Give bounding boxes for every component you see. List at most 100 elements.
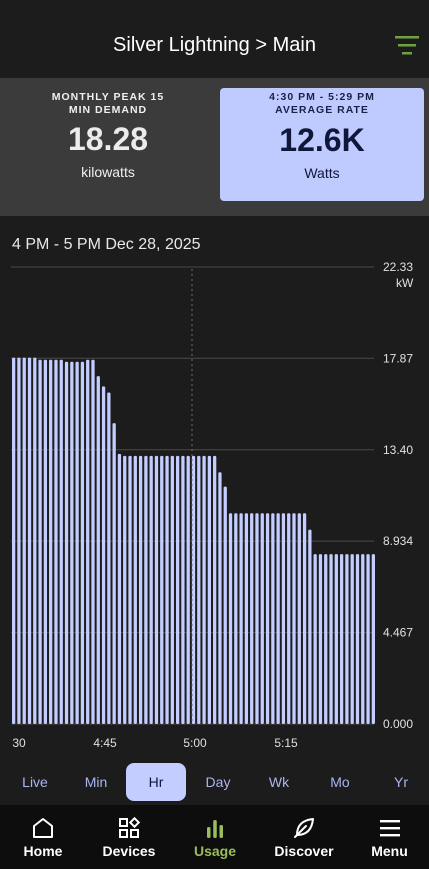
stats-panel: MONTHLY PEAK 15 MIN DEMAND 18.28 kilowat…: [0, 78, 429, 216]
bar: [255, 513, 259, 724]
average-rate-value: 12.6K: [279, 122, 365, 158]
nav-menu-label: Menu: [371, 843, 408, 859]
bar: [350, 554, 354, 724]
bar: [361, 554, 365, 724]
nav-menu[interactable]: Menu: [350, 805, 429, 869]
bar: [38, 359, 42, 724]
nav-usage-label: Usage: [193, 843, 237, 859]
nav-home-label: Home: [23, 843, 63, 859]
devices-icon: [119, 816, 141, 838]
bar: [170, 455, 174, 724]
home-icon: [33, 818, 53, 838]
bar: [281, 513, 286, 724]
bar: [101, 386, 106, 724]
bar: [144, 455, 148, 724]
bar: [287, 513, 291, 724]
usage-chart[interactable]: 22.33 17.87 13.40 8.934 4.467 0.000 kW 30 4:45 5:…: [0, 216, 429, 761]
y-tick-label: 0.000: [383, 717, 413, 731]
bar: [43, 359, 48, 724]
bar: [276, 513, 280, 724]
bar: [96, 376, 100, 724]
bar: [133, 455, 137, 724]
bar: [75, 361, 79, 724]
bar: [128, 455, 132, 724]
bar: [308, 529, 312, 724]
bar: [22, 357, 26, 724]
average-rate-caption: 4:30 PM - 5:29 PM AVERAGE RATE: [269, 91, 375, 116]
bar: [271, 513, 275, 724]
x-tick-label: 5:15: [274, 736, 298, 750]
bar: [197, 455, 201, 724]
nav-discover[interactable]: Discover: [258, 805, 350, 869]
nav-usage[interactable]: Usage: [172, 805, 258, 869]
bar: [17, 357, 21, 724]
nav-devices[interactable]: Devices: [86, 805, 172, 869]
period-selector: Live Min Hr Day Wk Mo Yr: [0, 761, 429, 805]
bar: [59, 359, 63, 724]
bar: [138, 455, 143, 724]
app-header: Silver Lightning > Main: [0, 0, 429, 78]
bar: [27, 357, 32, 724]
bar: [324, 554, 328, 724]
bar: [218, 472, 222, 724]
period-hr[interactable]: Hr: [126, 763, 186, 801]
nav-discover-label: Discover: [274, 843, 334, 859]
y-tick-label: 13.40: [383, 443, 413, 457]
bar: [49, 359, 53, 724]
y-tick-label: 8.934: [383, 534, 413, 548]
bar: [292, 513, 296, 724]
bar: [213, 455, 217, 724]
period-live[interactable]: Live: [22, 774, 48, 790]
bar: [371, 554, 375, 724]
bar: [12, 357, 16, 724]
period-yr[interactable]: Yr: [394, 774, 408, 790]
discover-icon: [294, 818, 314, 838]
bar: [117, 453, 122, 724]
page-title: Silver Lightning > Main: [113, 34, 316, 56]
bar: [160, 455, 164, 724]
x-tick-label: 5:00: [183, 736, 207, 750]
bar: [149, 455, 153, 724]
bar: [107, 392, 111, 724]
bar: [339, 554, 344, 724]
bar: [313, 554, 317, 724]
bar: [112, 423, 116, 724]
bar: [33, 357, 37, 724]
bar: [175, 455, 180, 724]
bar: [91, 359, 95, 724]
bar: [366, 554, 370, 724]
period-min[interactable]: Min: [84, 774, 108, 790]
usage-chart-area[interactable]: 22.33 17.87 13.40 8.934 4.467 0.000 kW 30 4:45 5:…: [0, 216, 429, 761]
bar: [181, 455, 185, 724]
nav-home[interactable]: Home: [0, 805, 86, 869]
bar: [191, 455, 196, 724]
bar: [265, 513, 270, 724]
period-day[interactable]: Day: [205, 774, 231, 790]
y-unit-label: kW: [396, 276, 414, 290]
peak-demand-caption: MONTHLY PEAK 15 MIN DEMAND: [51, 91, 165, 116]
peak-demand-card: MONTHLY PEAK 15 MIN DEMAND 18.28 kilowat…: [0, 78, 216, 216]
bar: [223, 486, 227, 724]
bar: [207, 455, 212, 724]
peak-demand-value: 18.28: [67, 121, 149, 157]
filter-icon[interactable]: [395, 34, 419, 56]
bar: [250, 513, 254, 724]
peak-demand-unit: kilowatts: [81, 164, 135, 180]
menu-icon: [379, 820, 400, 837]
bar: [329, 554, 333, 724]
bar: [64, 361, 69, 724]
bottom-nav: Home Devices Usage Discover Menu: [0, 805, 429, 869]
bar: [355, 554, 360, 724]
nav-devices-label: Devices: [102, 843, 156, 859]
period-wk[interactable]: Wk: [268, 774, 290, 790]
period-mo[interactable]: Mo: [330, 774, 350, 790]
bar: [86, 359, 90, 724]
y-tick-label: 17.87: [383, 351, 413, 365]
chart-range-label: 4 PM - 5 PM Dec 28, 2025: [12, 236, 201, 253]
bar: [165, 455, 169, 724]
bar: [297, 513, 301, 724]
bar: [228, 513, 233, 724]
bar: [154, 455, 159, 724]
bar: [244, 513, 249, 724]
x-tick-label: 30: [12, 736, 26, 750]
